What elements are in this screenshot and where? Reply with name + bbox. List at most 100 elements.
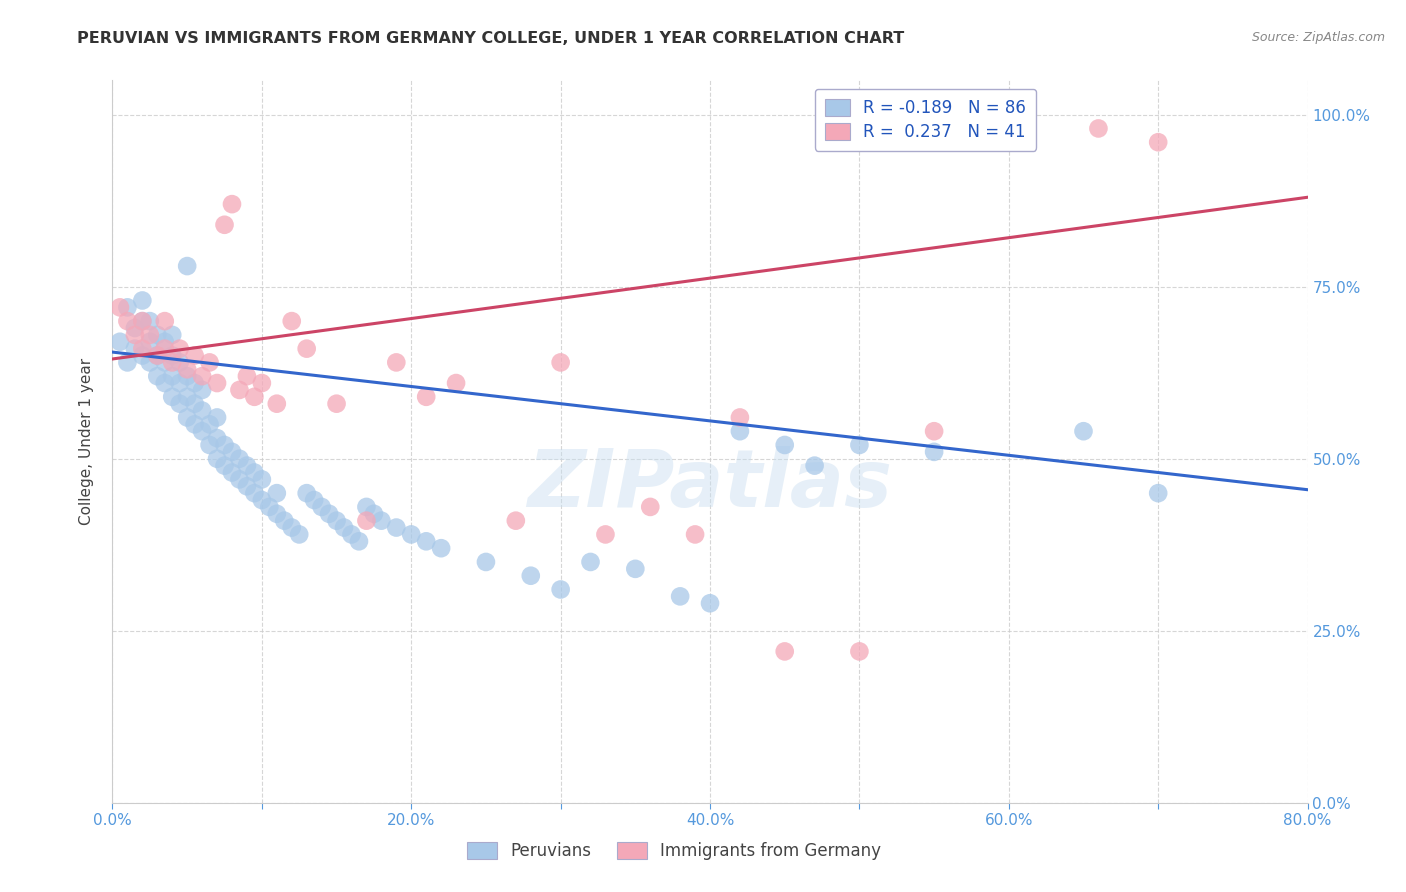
Point	[169, 342, 191, 356]
Point	[333, 520, 356, 534]
Point	[848, 438, 870, 452]
Point	[669, 590, 692, 604]
Point	[444, 376, 467, 390]
Point	[117, 355, 139, 369]
Point	[153, 376, 176, 390]
Point	[347, 534, 370, 549]
Point	[139, 355, 162, 369]
Point	[183, 376, 205, 390]
Point	[415, 390, 437, 404]
Point	[281, 314, 304, 328]
Point	[162, 369, 183, 384]
Point	[243, 486, 266, 500]
Point	[221, 445, 243, 459]
Point	[153, 314, 176, 328]
Point	[728, 424, 751, 438]
Point	[505, 514, 527, 528]
Point	[183, 417, 205, 432]
Point	[699, 596, 721, 610]
Point	[295, 486, 318, 500]
Point	[773, 438, 796, 452]
Point	[153, 334, 176, 349]
Point	[370, 514, 392, 528]
Point	[356, 514, 378, 528]
Point	[205, 451, 228, 466]
Point	[131, 314, 153, 328]
Point	[183, 397, 205, 411]
Point	[430, 541, 453, 556]
Point	[176, 369, 198, 384]
Point	[146, 349, 169, 363]
Point	[640, 500, 662, 514]
Point	[259, 500, 281, 514]
Point	[250, 376, 273, 390]
Point	[363, 507, 385, 521]
Point	[124, 342, 146, 356]
Point	[176, 390, 198, 404]
Point	[131, 342, 153, 356]
Point	[401, 527, 423, 541]
Point	[266, 507, 288, 521]
Point	[250, 472, 273, 486]
Point	[169, 397, 191, 411]
Point	[624, 562, 647, 576]
Point	[243, 390, 266, 404]
Text: Source: ZipAtlas.com: Source: ZipAtlas.com	[1251, 31, 1385, 45]
Point	[228, 451, 250, 466]
Point	[205, 376, 228, 390]
Point	[214, 438, 236, 452]
Point	[198, 355, 221, 369]
Point	[803, 458, 825, 473]
Point	[139, 327, 162, 342]
Point	[176, 259, 198, 273]
Text: PERUVIAN VS IMMIGRANTS FROM GERMANY COLLEGE, UNDER 1 YEAR CORRELATION CHART: PERUVIAN VS IMMIGRANTS FROM GERMANY COLL…	[77, 31, 904, 46]
Point	[236, 369, 259, 384]
Point	[108, 334, 131, 349]
Point	[273, 514, 295, 528]
Text: ZIPatlas: ZIPatlas	[527, 446, 893, 524]
Point	[162, 349, 183, 363]
Point	[228, 472, 250, 486]
Point	[153, 342, 176, 356]
Point	[848, 644, 870, 658]
Point	[228, 383, 250, 397]
Point	[550, 355, 572, 369]
Point	[117, 301, 139, 315]
Point	[153, 355, 176, 369]
Point	[595, 527, 617, 541]
Point	[385, 520, 408, 534]
Point	[124, 327, 146, 342]
Point	[243, 466, 266, 480]
Point	[579, 555, 602, 569]
Point	[922, 424, 945, 438]
Point	[176, 362, 198, 376]
Point	[176, 410, 198, 425]
Point	[1087, 121, 1109, 136]
Point	[325, 397, 347, 411]
Point	[183, 349, 205, 363]
Point	[475, 555, 498, 569]
Point	[124, 321, 146, 335]
Point	[318, 507, 340, 521]
Point	[146, 349, 169, 363]
Point	[162, 327, 183, 342]
Point	[205, 410, 228, 425]
Point	[131, 293, 153, 308]
Point	[773, 644, 796, 658]
Point	[302, 493, 325, 508]
Point	[1147, 135, 1170, 149]
Point	[139, 314, 162, 328]
Point	[146, 369, 169, 384]
Point	[415, 534, 437, 549]
Point	[922, 445, 945, 459]
Point	[325, 514, 347, 528]
Point	[191, 383, 214, 397]
Point	[281, 520, 304, 534]
Point	[340, 527, 363, 541]
Point	[288, 527, 311, 541]
Point	[728, 410, 751, 425]
Point	[683, 527, 706, 541]
Point	[117, 314, 139, 328]
Point	[169, 376, 191, 390]
Point	[205, 431, 228, 445]
